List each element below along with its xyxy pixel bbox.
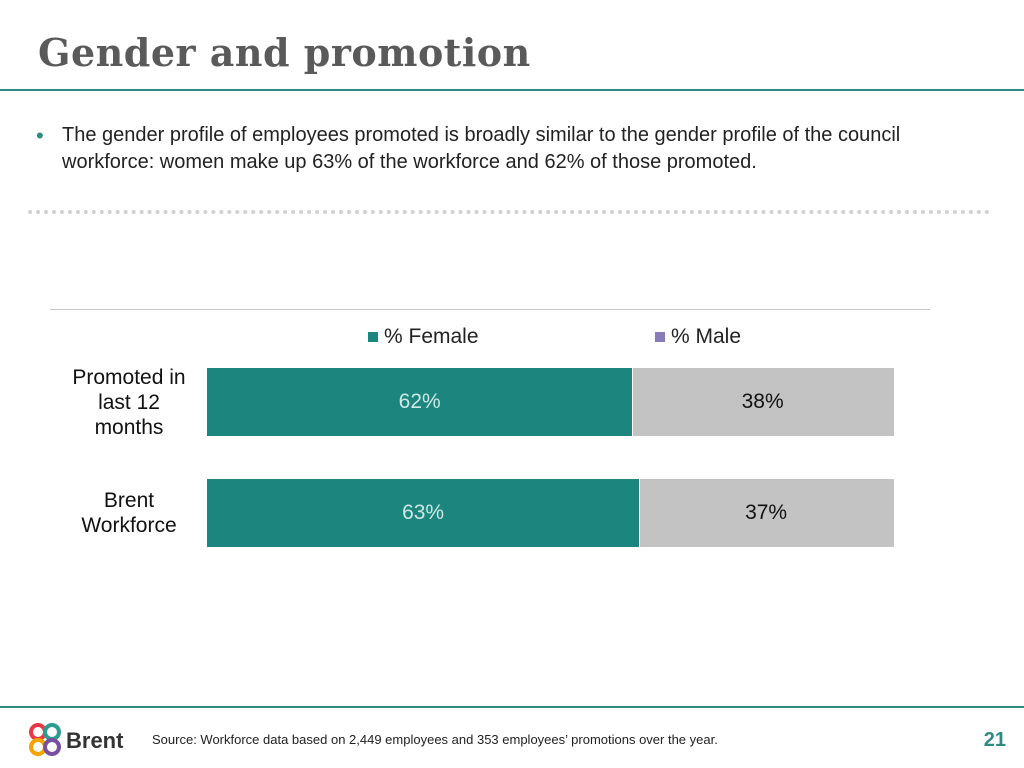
- dotted-divider: [28, 210, 990, 214]
- page-number: 21: [983, 729, 1006, 751]
- bullet-dot-icon: •: [36, 123, 44, 148]
- bullet-text: The gender profile of employees promoted…: [62, 124, 901, 173]
- bar-value-label: 37%: [745, 501, 788, 524]
- bar-value-label: 63%: [402, 501, 445, 524]
- category-label: Promoted in last 12 months: [72, 365, 186, 439]
- chart-legend: % Female % Male: [0, 325, 1024, 351]
- bar-male: [632, 368, 894, 436]
- title-divider: [0, 89, 1024, 91]
- legend-item-male: % Male: [655, 325, 741, 349]
- bar-value-label: 38%: [741, 390, 784, 413]
- bar-female: [207, 368, 633, 436]
- chart-top-rule: [50, 309, 930, 310]
- bar-value-label: 62%: [398, 390, 441, 413]
- bar-female: [207, 479, 640, 547]
- bar-male: [639, 479, 894, 547]
- source-note: Source: Workforce data based on 2,449 em…: [152, 732, 718, 747]
- legend-label: % Female: [384, 325, 479, 348]
- legend-item-female: % Female: [368, 325, 479, 349]
- footer-divider: [0, 706, 1024, 708]
- brent-logo-text: Brent: [66, 728, 124, 753]
- legend-label: % Male: [671, 325, 742, 348]
- category-label: Brent Workforce: [81, 489, 177, 537]
- brent-logo-icon: [29, 723, 61, 756]
- legend-swatch-icon: [368, 332, 378, 342]
- legend-swatch-icon: [655, 332, 665, 342]
- page-title: Gender and promotion: [38, 30, 531, 75]
